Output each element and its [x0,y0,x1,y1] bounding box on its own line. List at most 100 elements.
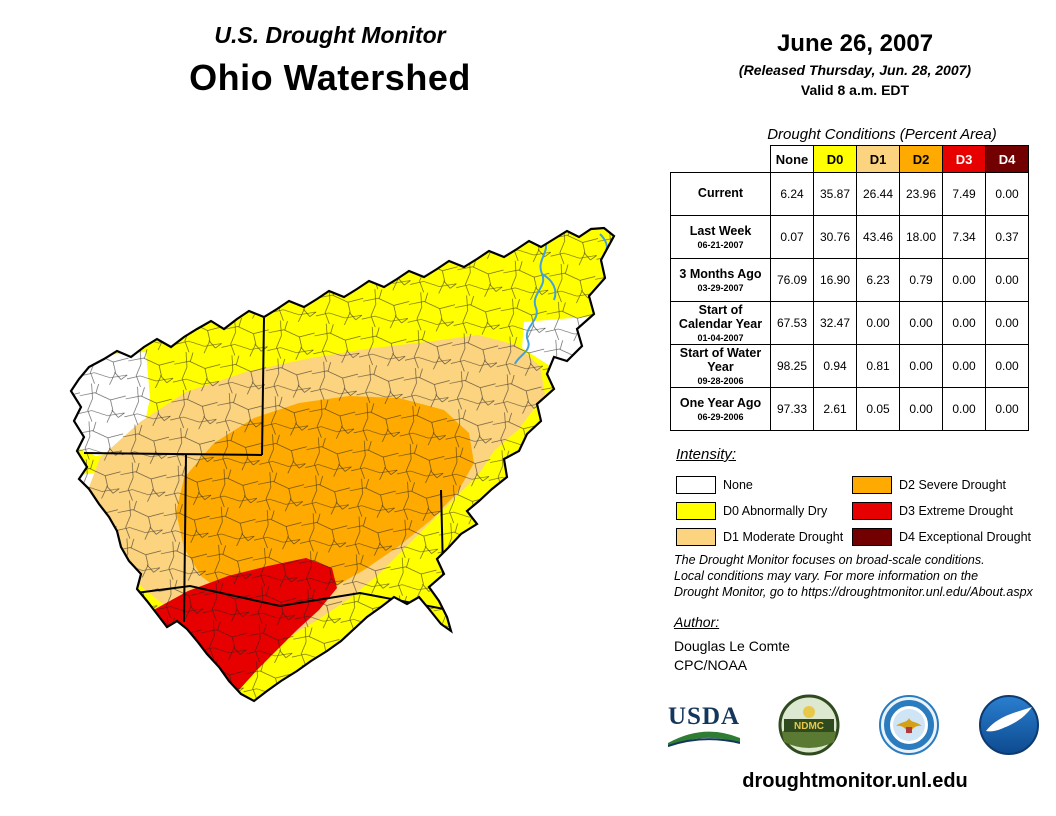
legend-grid: None D0 Abnormally Dry D1 Moderate Droug… [676,472,1048,550]
report-date: June 26, 2007 [776,30,934,57]
table-value-cell: 7.34 [942,215,986,259]
table-value-cell: 0.00 [942,301,986,345]
table-header-row: None D0 D1 D2 D3 D4 [671,145,1029,173]
table-value-cell: 76.09 [770,258,814,302]
legend-swatch-d0 [676,502,716,520]
date-block: June 26, 2007 (Released Thursday, Jun. 2… [666,30,1044,98]
table-value-cell: 0.79 [899,258,943,302]
table-row-start-calendar-year: Start of Calendar Year 01-04-2007 67.53 3… [670,301,1029,345]
table-value-cell: 7.49 [942,172,986,216]
table-value-cell: 35.87 [813,172,857,216]
report-brand: U.S. Drought Monitor [214,22,446,48]
noaa-seal [978,695,1039,755]
table-value-cell: 0.00 [942,258,986,302]
usda-swoosh [668,731,741,747]
table-value-cell: 30.76 [813,215,857,259]
table-value-cell: 0.00 [899,344,943,388]
usda-logo: USDA [668,702,741,747]
table-value-cell: 43.46 [856,215,900,259]
author-block: Author: Douglas Le Comte CPC/NOAA [674,614,974,675]
legend-item-d0: D0 Abnormally Dry [676,498,852,524]
col-header-d0: D0 [813,145,857,173]
row-label: One Year Ago 06-29-2006 [670,387,771,431]
table-value-cell: 6.23 [856,258,900,302]
col-header-none: None [770,145,814,173]
table-value-cell: 0.00 [985,172,1029,216]
table-row-last-week: Last Week 06-21-2007 0.07 30.76 43.46 18.… [670,215,1029,259]
table-row-3-months-ago: 3 Months Ago 03-29-2007 76.09 16.90 6.23 … [670,258,1029,302]
legend-item-d3: D3 Extreme Drought [852,498,1048,524]
page-title: Ohio Watershed [189,57,471,98]
table-value-cell: 0.00 [942,387,986,431]
author-org: CPC/NOAA [674,656,748,673]
table-row-start-water-year: Start of Water Year 09-28-2006 98.25 0.94… [670,344,1029,388]
table-value-cell: 32.47 [813,301,857,345]
table-value-cell: 0.05 [856,387,900,431]
table-value-cell: 0.94 [813,344,857,388]
ohio-watershed-map-image [69,226,616,703]
table-value-cell: 0.00 [942,344,986,388]
commerce-seal-logo [878,694,940,756]
col-header-d1: D1 [856,145,900,173]
ndmc-logo-text: NDMC [794,721,824,732]
row-label: Start of Water Year 09-28-2006 [670,344,771,388]
table-value-cell: 97.33 [770,387,814,431]
table-row-current: Current 6.24 35.87 26.44 23.96 7.49 0.00 [670,172,1029,216]
legend-swatch-d4 [852,528,892,546]
table-value-cell: 0.00 [899,387,943,431]
table-value-cell: 67.53 [770,301,814,345]
table-value-cell: 16.90 [813,258,857,302]
valid-time: Valid 8 a.m. EDT [800,82,910,98]
table-row-one-year-ago: One Year Ago 06-29-2006 97.33 2.61 0.05 0… [670,387,1029,431]
legend-title: Intensity: [676,446,737,463]
table-value-cell: 6.24 [770,172,814,216]
drought-conditions-table: None D0 D1 D2 D3 D4 Current 6.24 35.87 2… [670,145,1029,431]
col-header-d3: D3 [942,145,986,173]
table-title: Drought Conditions (Percent Area) [767,126,997,143]
disclaimer-text: The Drought Monitor focuses on broad-sca… [674,553,1033,599]
legend-swatch-none [676,476,716,494]
release-date: (Released Thursday, Jun. 28, 2007) [738,62,972,78]
row-label: Start of Calendar Year 01-04-2007 [670,301,771,345]
noaa-logo [978,694,1040,756]
author-heading: Author: [674,614,720,630]
footer-url: droughtmonitor.unl.edu [742,770,968,792]
author-name: Douglas Le Comte [674,638,790,654]
report-title-block: U.S. Drought Monitor Ohio Watershed [0,22,660,99]
commerce-seal [879,695,940,755]
table-value-cell: 23.96 [899,172,943,216]
county-lines [71,228,614,701]
table-value-cell: 98.25 [770,344,814,388]
ndmc-seal: NDMC [778,694,840,756]
table-value-cell: 0.00 [899,301,943,345]
logos-row: USDA NDMC [668,686,1040,764]
col-header-d2: D2 [899,145,943,173]
table-value-cell: 18.00 [899,215,943,259]
drought-map [48,190,660,735]
legend-item-d2: D2 Severe Drought [852,472,1048,498]
table-value-cell: 0.81 [856,344,900,388]
table-value-cell: 0.00 [985,301,1029,345]
table-value-cell: 2.61 [813,387,857,431]
legend-swatch-d1 [676,528,716,546]
legend-swatch-d3 [852,502,892,520]
usda-logo-text: USDA [668,702,741,730]
table-value-cell: 0.07 [770,215,814,259]
table-corner-cell [671,146,771,173]
legend-item-d1: D1 Moderate Drought [676,524,852,550]
col-header-d4: D4 [985,145,1029,173]
table-value-cell: 0.00 [985,344,1029,388]
legend: Intensity: None D0 Abnormally Dry D1 Mod… [676,446,1048,550]
table-value-cell: 0.00 [985,258,1029,302]
watershed-outline [69,226,616,703]
legend-item-none: None [676,472,852,498]
table-value-cell: 0.00 [856,301,900,345]
legend-item-d4: D4 Exceptional Drought [852,524,1048,550]
table-value-cell: 26.44 [856,172,900,216]
ndmc-logo: NDMC [778,694,840,756]
row-label: 3 Months Ago 03-29-2007 [670,258,771,302]
legend-swatch-d2 [852,476,892,494]
row-label: Current [670,172,771,216]
table-value-cell: 0.00 [985,387,1029,431]
table-value-cell: 0.37 [985,215,1029,259]
